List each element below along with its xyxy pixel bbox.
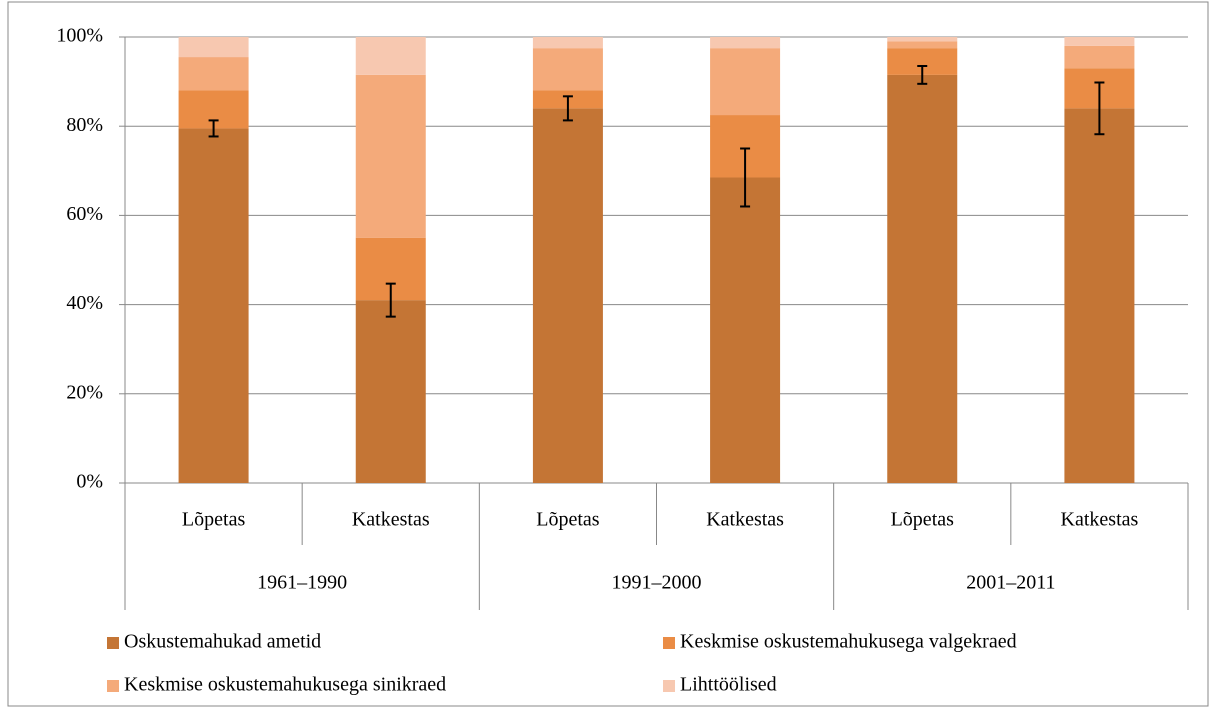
group-label: 2001–2011: [966, 572, 1055, 594]
bar-segment: [532, 48, 603, 91]
error-bar: [1094, 81, 1105, 136]
bar-segment: [1064, 37, 1135, 46]
error-bar: [917, 64, 928, 85]
x-tick-label: Lõpetas: [891, 509, 955, 531]
legend-swatch: [663, 637, 675, 649]
y-tick-label: 60%: [66, 203, 103, 225]
bar-segment: [355, 37, 426, 75]
error-bar: [562, 95, 573, 122]
legend-label: Oskustemahukad ametid: [124, 631, 321, 653]
bar-segment: [355, 300, 426, 483]
bar-segment: [710, 48, 781, 116]
y-tick-label: 0%: [76, 471, 103, 493]
bar-segment: [1064, 108, 1135, 484]
error-bar: [385, 282, 396, 318]
error-bar: [208, 119, 219, 138]
y-tick-label: 100%: [56, 25, 103, 47]
error-bar: [740, 147, 751, 208]
bar-segment: [887, 37, 958, 42]
legend-label: Lihttöölised: [680, 674, 777, 696]
group-label: 1961–1990: [257, 572, 347, 594]
bar-segment: [710, 177, 781, 484]
bar-segment: [710, 37, 781, 49]
bar-segment: [355, 74, 426, 238]
legend-label: Keskmise oskustemahukusega sinikraed: [124, 674, 446, 696]
x-tick-label: Lõpetas: [536, 509, 600, 531]
bar-segment: [532, 108, 603, 484]
bar-segment: [1064, 45, 1135, 69]
bar-segment: [178, 128, 249, 483]
chart-border: [7, 1, 1209, 707]
legend-swatch: [107, 637, 119, 649]
group-label: 1991–2000: [612, 572, 702, 594]
bar-segment: [887, 74, 958, 483]
bar-segment: [532, 37, 603, 49]
bar-segment: [887, 41, 958, 49]
y-tick-label: 80%: [66, 114, 103, 136]
y-tick-label: 20%: [66, 381, 103, 403]
legend-label: Keskmise oskustemahukusega valgekraed: [680, 631, 1017, 653]
y-tick-label: 40%: [66, 292, 103, 314]
legend-swatch: [663, 680, 675, 692]
x-tick-label: Katkestas: [706, 509, 784, 531]
legend-swatch: [107, 680, 119, 692]
x-tick-label: Katkestas: [1061, 509, 1139, 531]
bar-segment: [178, 37, 249, 58]
bar-segment: [178, 57, 249, 91]
x-tick-label: Katkestas: [352, 509, 430, 531]
x-tick-label: Lõpetas: [182, 509, 246, 531]
